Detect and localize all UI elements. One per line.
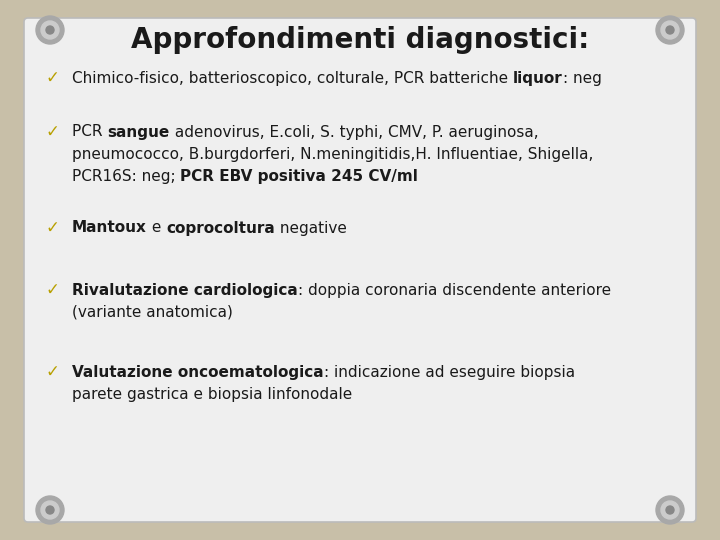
Text: adenovirus, E.coli, S. typhi, CMV, P. aeruginosa,: adenovirus, E.coli, S. typhi, CMV, P. ae… <box>170 125 539 139</box>
Text: Valutazione oncoematologica: Valutazione oncoematologica <box>72 364 323 380</box>
FancyBboxPatch shape <box>24 18 696 522</box>
Text: parete gastrica e biopsia linfonodale: parete gastrica e biopsia linfonodale <box>72 387 352 402</box>
Text: ✓: ✓ <box>46 219 60 237</box>
Text: ✓: ✓ <box>46 69 60 87</box>
Circle shape <box>46 506 54 514</box>
Circle shape <box>661 21 679 39</box>
Circle shape <box>656 496 684 524</box>
Text: e: e <box>147 220 166 235</box>
Text: Mantoux: Mantoux <box>72 220 147 235</box>
Text: PCR: PCR <box>72 125 107 139</box>
Text: PCR EBV positiva 245 CV/ml: PCR EBV positiva 245 CV/ml <box>181 168 418 184</box>
Circle shape <box>666 506 674 514</box>
Text: ✓: ✓ <box>46 363 60 381</box>
Circle shape <box>36 16 64 44</box>
Text: pneumococco, B.burgdorferi, N.meningitidis,H. Influentiae, Shigella,: pneumococco, B.burgdorferi, N.meningitid… <box>72 146 593 161</box>
Circle shape <box>41 501 59 519</box>
Text: : doppia coronaria discendente anteriore: : doppia coronaria discendente anteriore <box>298 282 611 298</box>
Circle shape <box>41 21 59 39</box>
Text: Rivalutazione cardiologica: Rivalutazione cardiologica <box>72 282 298 298</box>
Text: sangue: sangue <box>107 125 170 139</box>
Circle shape <box>666 26 674 34</box>
Circle shape <box>661 501 679 519</box>
Circle shape <box>36 496 64 524</box>
Text: negative: negative <box>275 220 347 235</box>
Text: Approfondimenti diagnostici:: Approfondimenti diagnostici: <box>131 26 589 54</box>
Text: ✓: ✓ <box>46 123 60 141</box>
Text: coprocoltura: coprocoltura <box>166 220 275 235</box>
Text: ✓: ✓ <box>46 281 60 299</box>
Circle shape <box>46 26 54 34</box>
Text: : indicazione ad eseguire biopsia: : indicazione ad eseguire biopsia <box>323 364 575 380</box>
Text: liquor: liquor <box>513 71 563 85</box>
Text: (variante anatomica): (variante anatomica) <box>72 305 233 320</box>
Text: Chimico-fisico, batterioscopico, colturale, PCR batteriche: Chimico-fisico, batterioscopico, coltura… <box>72 71 513 85</box>
Text: PCR16S: neg;: PCR16S: neg; <box>72 168 181 184</box>
Text: : neg: : neg <box>563 71 602 85</box>
Circle shape <box>656 16 684 44</box>
